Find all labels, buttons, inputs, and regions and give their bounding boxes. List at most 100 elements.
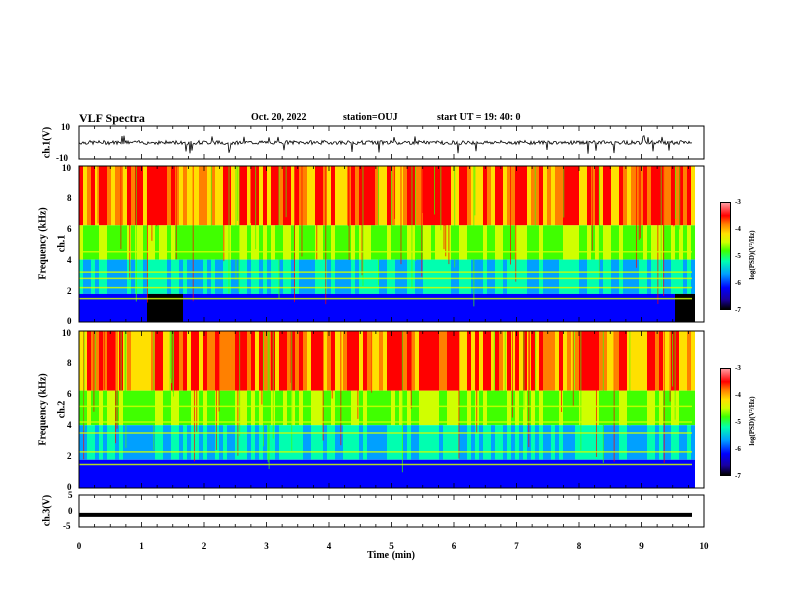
xtick-3: 3	[264, 541, 269, 551]
spec-cell	[363, 166, 367, 226]
spec-cell	[559, 293, 563, 322]
spec-cell	[519, 225, 523, 260]
spec-cell	[431, 225, 435, 260]
spec-cell	[259, 166, 263, 226]
spec-cell	[379, 390, 383, 426]
spec-cell	[159, 390, 163, 426]
ch3-wave-ytick-neg5: -5	[63, 521, 71, 531]
ch3-wave-ytick-0: 0	[68, 506, 73, 516]
spec-cell	[383, 390, 387, 426]
spec-cell	[355, 166, 359, 226]
spec-cell	[219, 331, 223, 391]
spec-cell	[387, 459, 391, 488]
spec-cell	[443, 259, 447, 294]
spec-cell	[475, 425, 479, 460]
spec-cell	[651, 331, 655, 391]
spec-cell	[263, 425, 267, 460]
spec-cell	[655, 459, 659, 488]
ch1-spec-ytick-8: 8	[67, 193, 72, 203]
spec-cell	[675, 259, 679, 294]
spec-cell	[547, 225, 551, 260]
spec-cell	[411, 166, 415, 226]
spec-cell	[139, 390, 143, 426]
spec-cell	[667, 459, 671, 488]
spec-cell	[299, 425, 303, 460]
spec-cell	[443, 225, 447, 260]
spec-cell	[687, 459, 691, 488]
spec-cell	[167, 225, 171, 260]
spec-cell	[599, 331, 603, 391]
spec-cell	[343, 166, 347, 226]
spec-cell	[327, 293, 331, 322]
spec-cell	[427, 390, 431, 426]
spec-cell	[199, 293, 203, 322]
spec-cell	[675, 166, 679, 226]
spec-cell	[183, 166, 187, 226]
spec-cell	[651, 259, 655, 294]
spec-cell	[187, 331, 191, 391]
colorbar-ch2	[720, 368, 731, 476]
spec-cell	[283, 225, 287, 260]
spec-cell	[215, 293, 219, 322]
spec-cell	[567, 425, 571, 460]
spec-cell	[219, 459, 223, 488]
ch1-spec-ylabel-line2: Frequency (kHz)	[37, 207, 49, 280]
spec-cell	[375, 225, 379, 260]
spec-cell	[515, 293, 519, 322]
spec-cell	[575, 166, 579, 226]
spec-cell	[251, 331, 255, 391]
spec-cell	[471, 166, 475, 226]
spec-cell	[235, 459, 239, 488]
spec-cell	[563, 166, 567, 226]
spec-cell	[279, 459, 283, 488]
spec-cell	[107, 459, 111, 488]
spec-cell	[239, 293, 243, 322]
spec-cell	[355, 425, 359, 460]
spec-cell	[327, 225, 331, 260]
spec-cell	[519, 425, 523, 460]
spec-cell	[327, 259, 331, 294]
spec-cell	[607, 459, 611, 488]
spec-cell	[487, 390, 491, 426]
spec-cell	[367, 225, 371, 260]
spec-cell	[303, 166, 307, 226]
spec-cell	[487, 459, 491, 488]
spec-cell	[651, 225, 655, 260]
spec-cell	[163, 331, 167, 391]
spec-cell	[439, 331, 443, 391]
spec-cell	[235, 293, 239, 322]
spec-cell	[131, 259, 135, 294]
spec-cell	[491, 225, 495, 260]
spec-cell	[363, 331, 367, 391]
spec-cell	[267, 293, 271, 322]
spec-cell	[95, 425, 99, 460]
spec-cell	[79, 259, 83, 294]
spec-cell	[495, 259, 499, 294]
spec-cell	[351, 259, 355, 294]
spec-cell	[667, 225, 671, 260]
spec-cell	[535, 259, 539, 294]
spec-cell	[427, 293, 431, 322]
spec-cell	[623, 331, 627, 391]
spec-cell	[175, 166, 179, 226]
spec-cell	[595, 425, 599, 460]
spec-cell	[571, 390, 575, 426]
spec-cell	[471, 425, 475, 460]
spec-cell	[511, 331, 515, 391]
spec-cell	[499, 331, 503, 391]
spec-cell	[687, 225, 691, 260]
spec-cell	[187, 225, 191, 260]
spec-cell	[443, 390, 447, 426]
cb1-tick-4: -6	[735, 279, 741, 287]
spec-cell	[423, 293, 427, 322]
spec-cell	[499, 390, 503, 426]
spec-cell	[171, 459, 175, 488]
spec-cell	[623, 166, 627, 226]
spec-cell	[683, 425, 687, 460]
spec-cell	[431, 331, 435, 391]
spec-cell	[203, 459, 207, 488]
spec-cell	[547, 331, 551, 391]
spec-cell	[687, 293, 691, 322]
spec-cell	[415, 331, 419, 391]
spec-cell	[439, 459, 443, 488]
